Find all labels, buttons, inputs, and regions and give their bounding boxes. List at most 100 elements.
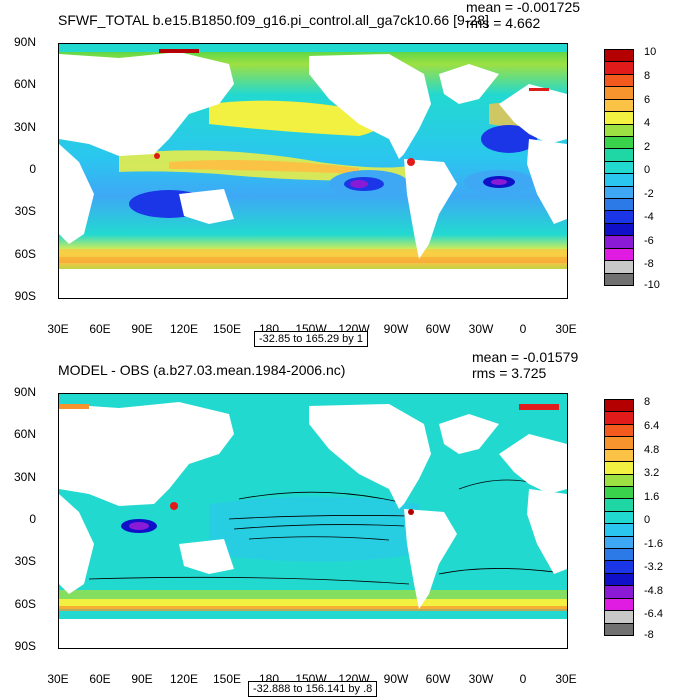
colorbar-label: 6 bbox=[644, 94, 651, 106]
colorbar-swatch bbox=[604, 597, 634, 612]
colorbar-label: -1.6 bbox=[644, 538, 663, 550]
lat-label: 30S bbox=[14, 204, 36, 218]
colorbar-swatch bbox=[604, 272, 634, 286]
lon-label: 0 bbox=[519, 672, 527, 686]
colorbar-swatch bbox=[604, 560, 634, 574]
colorbar-swatch bbox=[604, 210, 634, 224]
lon-label: 90E bbox=[131, 322, 153, 336]
colorbar-swatch bbox=[604, 160, 634, 175]
colorbar-swatch bbox=[604, 61, 634, 75]
colorbar-swatch bbox=[604, 585, 634, 599]
rms-value: rms = 3.725 bbox=[472, 365, 547, 381]
lat-label: 0 bbox=[29, 512, 36, 526]
colorbar-swatch bbox=[604, 399, 634, 413]
colorbar-label: 6.4 bbox=[644, 420, 660, 432]
lon-label: 30E bbox=[47, 322, 69, 336]
colorbar-swatch bbox=[604, 436, 634, 450]
panel-title: SFWF_TOTAL b.e15.B1850.f09_g16.pi_contro… bbox=[58, 12, 489, 28]
colorbar-label: -10 bbox=[644, 279, 660, 291]
colorbar-swatch bbox=[604, 173, 634, 187]
colorbar-swatch bbox=[604, 123, 634, 137]
colorbar-label: -8 bbox=[644, 629, 654, 641]
lat-label: 60N bbox=[13, 77, 36, 91]
lon-label: 30W bbox=[468, 672, 494, 686]
lat-label: 30N bbox=[13, 470, 36, 484]
colorbar-label: -4.8 bbox=[644, 585, 663, 597]
mean-value: mean = -0.001725 bbox=[466, 0, 581, 15]
colorbar-swatch bbox=[604, 535, 634, 550]
lon-label: 30E bbox=[47, 672, 69, 686]
lat-label: 60S bbox=[14, 247, 36, 261]
global-map bbox=[58, 393, 568, 649]
lon-label: 60E bbox=[89, 672, 111, 686]
colorbar-label: -4 bbox=[644, 211, 654, 223]
colorbar-swatch bbox=[604, 235, 634, 249]
lon-label: 0 bbox=[519, 322, 527, 336]
colorbar-label: -8 bbox=[644, 258, 654, 270]
colorbar-swatch bbox=[604, 148, 634, 162]
colorbar-swatch bbox=[604, 510, 634, 525]
colorbar-label: 8 bbox=[644, 70, 651, 82]
colorbar-swatch bbox=[604, 423, 634, 438]
lat-label: 60N bbox=[13, 427, 36, 441]
lon-label: 150E bbox=[212, 672, 242, 686]
lat-label: 30N bbox=[13, 120, 36, 134]
colorbar-label: 2 bbox=[644, 141, 651, 153]
colorbar-swatch bbox=[604, 98, 634, 113]
colorbar-label: 4.8 bbox=[644, 444, 660, 456]
colorbar-label: 4 bbox=[644, 117, 651, 129]
colorbar-swatch bbox=[604, 572, 634, 587]
lat-label: 30S bbox=[14, 554, 36, 568]
lon-label: 90W bbox=[383, 322, 409, 336]
lat-label: 90S bbox=[14, 289, 36, 303]
colorbar-swatch bbox=[604, 548, 634, 562]
colorbar-label: -6.4 bbox=[644, 608, 663, 620]
lon-label: 150E bbox=[212, 322, 242, 336]
lon-label: 30E bbox=[555, 322, 577, 336]
colorbar-label: 8 bbox=[644, 396, 651, 408]
top-map-panel: SFWF_TOTAL b.e15.B1850.f09_g16.pi_contro… bbox=[13, 0, 660, 347]
colorbar-label: -6 bbox=[644, 235, 654, 247]
lon-label: 120E bbox=[169, 672, 199, 686]
colorbar-swatch bbox=[604, 111, 634, 125]
colorbar-swatch bbox=[604, 498, 634, 512]
lon-label: 60W bbox=[425, 322, 451, 336]
colorbar-label: 0 bbox=[644, 514, 651, 526]
colorbar-swatch bbox=[604, 260, 634, 274]
colorbar-swatch bbox=[604, 485, 634, 500]
colorbar-swatch bbox=[604, 461, 634, 475]
colorbar-swatch bbox=[604, 222, 634, 237]
global-map bbox=[58, 43, 568, 299]
lat-label: 60S bbox=[14, 597, 36, 611]
colorbar-swatch bbox=[604, 185, 634, 200]
lat-label: 0 bbox=[29, 162, 36, 176]
colorbar-swatch bbox=[604, 73, 634, 88]
colorbar-label: 10 bbox=[644, 46, 657, 58]
colorbar-swatch bbox=[604, 622, 634, 636]
lat-label: 90S bbox=[14, 639, 36, 653]
colorbar-label: -2 bbox=[644, 188, 654, 200]
lon-label: 60E bbox=[89, 322, 111, 336]
colorbar-swatch bbox=[604, 86, 634, 100]
colorbar bbox=[604, 49, 634, 286]
colorbar-label: -3.2 bbox=[644, 561, 663, 573]
mean-value: mean = -0.01579 bbox=[472, 349, 579, 365]
colorbar bbox=[604, 399, 634, 636]
lon-label: 30W bbox=[468, 322, 494, 336]
lon-label: 30E bbox=[555, 672, 577, 686]
panel-title: MODEL - OBS (a.b27.03.mean.1984-2006.nc) bbox=[58, 362, 346, 378]
lat-label: 90N bbox=[13, 35, 36, 49]
rms-value: rms = 4.662 bbox=[466, 15, 541, 31]
colorbar-label: 3.2 bbox=[644, 467, 660, 479]
colorbar-swatch bbox=[604, 198, 634, 212]
lat-label: 90N bbox=[13, 385, 36, 399]
colorbar-swatch bbox=[604, 135, 634, 150]
colorbar-label: 0 bbox=[644, 164, 651, 176]
colorbar-swatch bbox=[604, 411, 634, 425]
colorbar-swatch bbox=[604, 610, 634, 624]
lon-label: 90E bbox=[131, 672, 153, 686]
bottom-map-panel: MODEL - OBS (a.b27.03.mean.1984-2006.nc)… bbox=[0, 349, 700, 700]
colorbar-label: 1.6 bbox=[644, 491, 660, 503]
colorbar-swatch bbox=[604, 448, 634, 463]
lon-label: 60W bbox=[425, 672, 451, 686]
